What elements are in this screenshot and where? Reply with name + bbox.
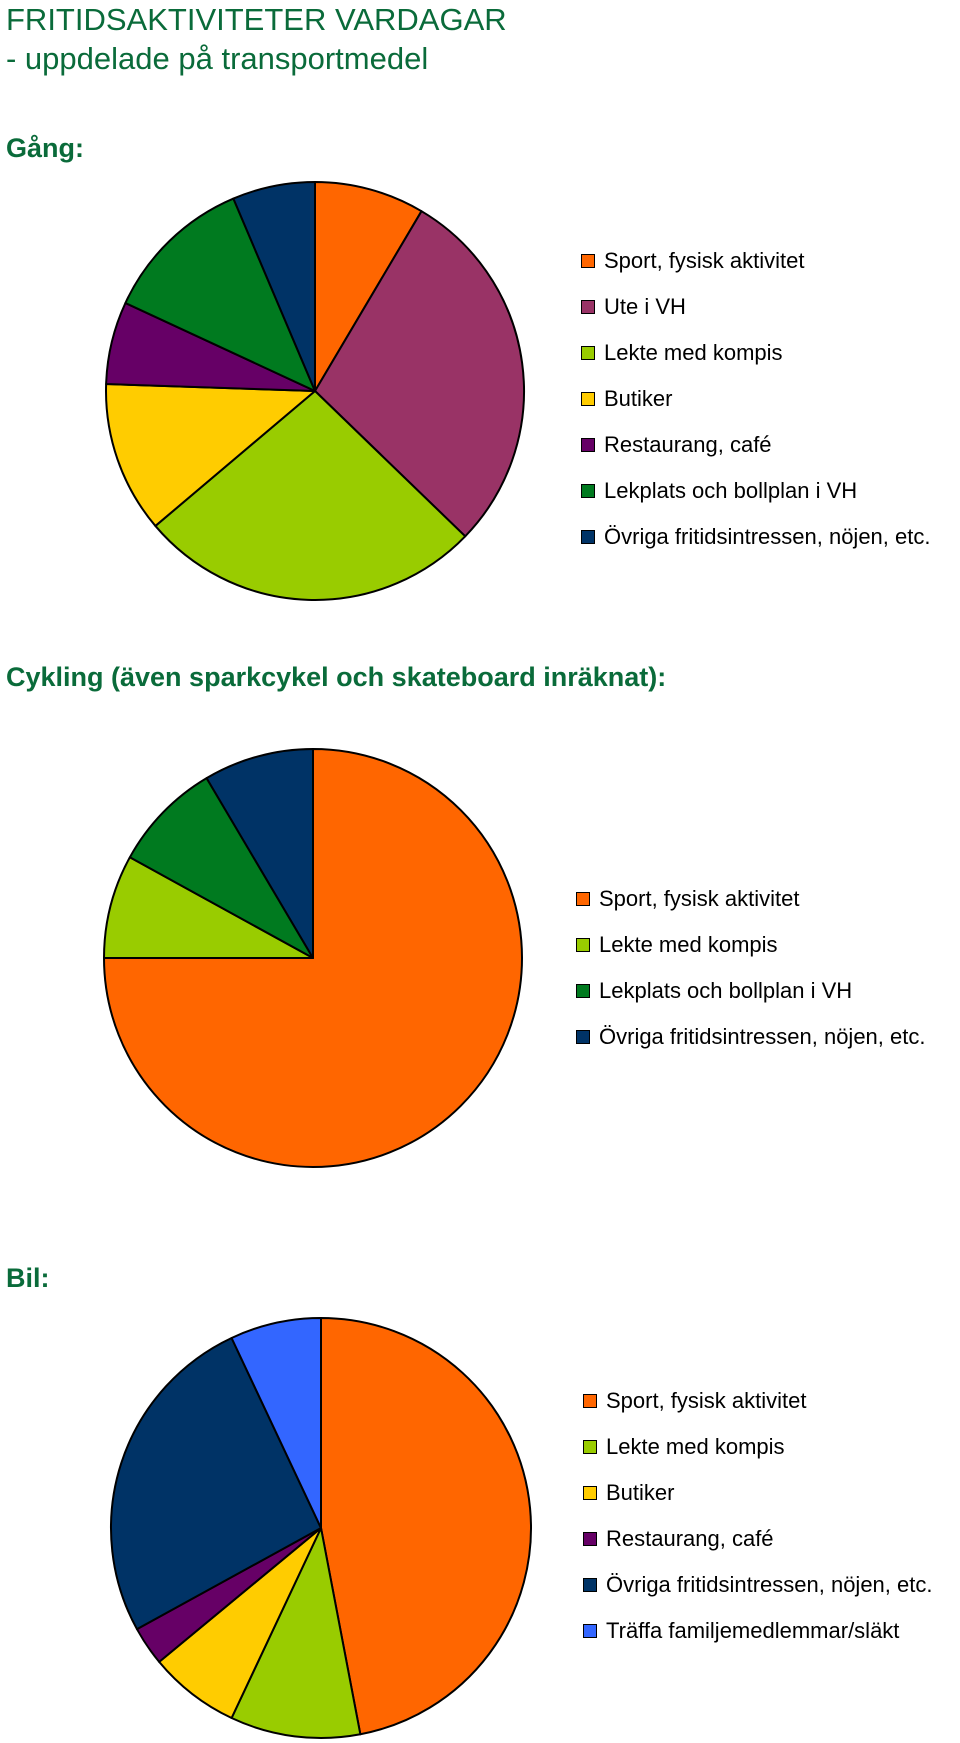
legend-swatch	[581, 392, 595, 406]
legend-walking: Sport, fysisk aktivitet Ute i VH Lekte med…	[581, 238, 930, 560]
legend-item: Restaurang, café	[581, 422, 930, 468]
legend-item: Restaurang, café	[583, 1516, 932, 1562]
legend-label: Butiker	[604, 386, 673, 411]
legend-swatch	[581, 530, 595, 544]
legend-item: Sport, fysisk aktivitet	[583, 1378, 932, 1424]
pie-chart-walking	[105, 181, 525, 601]
legend-swatch	[581, 346, 595, 360]
legend-label: Lekplats och bollplan i VH	[604, 478, 858, 503]
page-title-line2: - uppdelade på transportmedel	[6, 41, 429, 76]
pie-slice-lekte-med-kompis	[230, 1527, 362, 1739]
legend-swatch	[581, 438, 595, 452]
legend-swatch	[576, 938, 590, 952]
legend-label: Ute i VH	[604, 294, 686, 319]
legend-item: Träffa familjemedlemmar/släkt	[583, 1608, 932, 1654]
pie-slice-sport-fysisk-aktivitet	[103, 748, 523, 1168]
legend-item: Butiker	[583, 1470, 932, 1516]
legend-label: Övriga fritidsintressen, nöjen, etc.	[606, 1572, 933, 1597]
legend-label: Sport, fysisk aktivitet	[604, 248, 805, 273]
legend-swatch	[581, 300, 595, 314]
pie-slice-lekplats-och-bollplan-i-vh	[128, 777, 314, 959]
legend-swatch	[583, 1624, 597, 1638]
legend-item: Ute i VH	[581, 284, 930, 330]
chart-walking-title: Gång:	[6, 133, 84, 163]
legend-swatch	[583, 1578, 597, 1592]
legend-label: Lekplats och bollplan i VH	[599, 978, 853, 1003]
legend-swatch	[583, 1440, 597, 1454]
legend-item: Lekte med kompis	[583, 1424, 932, 1470]
legend-item: Lekte med kompis	[581, 330, 930, 376]
pie-slice-butiker	[105, 383, 316, 527]
legend-item: Övriga fritidsintressen, nöjen, etc.	[576, 1014, 925, 1060]
pie-chart-cycling	[103, 748, 523, 1168]
legend-item: Lekplats och bollplan i VH	[581, 468, 930, 514]
legend-label: Restaurang, café	[606, 1526, 774, 1551]
pie-slice-ovriga-fritidsintressen-nojen-etc	[232, 181, 316, 392]
legend-swatch	[583, 1532, 597, 1546]
legend-item: Lekplats och bollplan i VH	[576, 968, 925, 1014]
chart-cycling-title: Cykling (även sparkcykel och skateboard …	[6, 662, 667, 692]
chart-car-title: Bil:	[6, 1263, 50, 1293]
legend-label: Butiker	[606, 1480, 675, 1505]
legend-label: Restaurang, café	[604, 432, 772, 457]
legend-label: Sport, fysisk aktivitet	[599, 886, 800, 911]
legend-swatch	[576, 984, 590, 998]
pie-slice-traffa-familjemedlemmar-slakt	[230, 1317, 322, 1529]
pie-slice-sport-fysisk-aktivitet	[314, 181, 423, 392]
pie-slice-lekte-med-kompis	[154, 390, 467, 601]
legend-swatch	[581, 484, 595, 498]
pie-slice-sport-fysisk-aktivitet	[320, 1317, 532, 1736]
pie-slice-ovriga-fritidsintressen-nojen-etc	[110, 1336, 322, 1631]
pie-slice-ute-i-vh	[314, 210, 525, 538]
legend-item: Sport, fysisk aktivitet	[576, 876, 925, 922]
pie-slice-ovriga-fritidsintressen-nojen-etc	[205, 748, 314, 959]
page-title: FRITIDSAKTIVITETER VARDAGAR - uppdelade …	[6, 0, 507, 78]
legend-item: Sport, fysisk aktivitet	[581, 238, 930, 284]
page-title-line1: FRITIDSAKTIVITETER VARDAGAR	[6, 2, 507, 37]
legend-swatch	[576, 892, 590, 906]
pie-slice-lekplats-och-bollplan-i-vh	[124, 197, 316, 392]
legend-label: Lekte med kompis	[606, 1434, 785, 1459]
legend-label: Övriga fritidsintressen, nöjen, etc.	[599, 1024, 926, 1049]
legend-cycling: Sport, fysisk aktivitet Lekte med kompis L…	[576, 876, 925, 1060]
legend-item: Lekte med kompis	[576, 922, 925, 968]
pie-slice-lekte-med-kompis	[103, 856, 314, 959]
legend-label: Sport, fysisk aktivitet	[606, 1388, 807, 1413]
legend-swatch	[583, 1394, 597, 1408]
legend-item: Butiker	[581, 376, 930, 422]
legend-swatch	[576, 1030, 590, 1044]
legend-swatch	[583, 1486, 597, 1500]
legend-label: Lekte med kompis	[599, 932, 778, 957]
legend-item: Övriga fritidsintressen, nöjen, etc.	[583, 1562, 932, 1608]
legend-label: Övriga fritidsintressen, nöjen, etc.	[604, 524, 931, 549]
legend-swatch	[581, 254, 595, 268]
legend-car: Sport, fysisk aktivitet Lekte med kompis B…	[583, 1378, 932, 1654]
pie-chart-car	[110, 1317, 532, 1739]
legend-label: Träffa familjemedlemmar/släkt	[606, 1618, 900, 1643]
legend-label: Lekte med kompis	[604, 340, 783, 365]
legend-item: Övriga fritidsintressen, nöjen, etc.	[581, 514, 930, 560]
